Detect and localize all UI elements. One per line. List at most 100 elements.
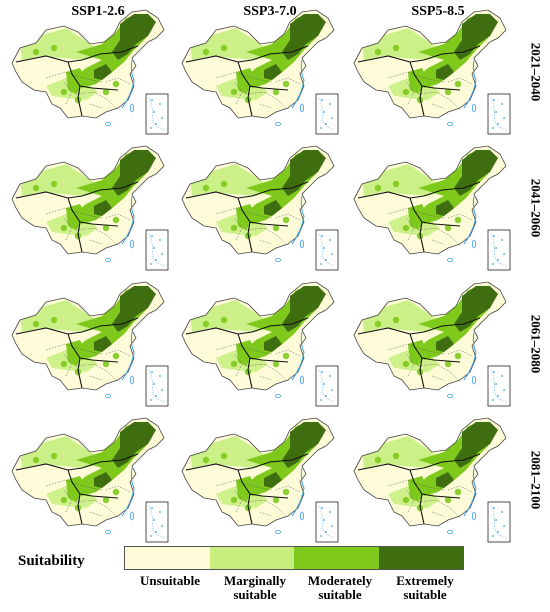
- extremely-suitable-area: [112, 14, 156, 60]
- inset-island: [325, 395, 327, 397]
- row-header-2041-2060: 2041–2060: [524, 140, 546, 275]
- province-boundary: [63, 217, 73, 241]
- hainan-island: [105, 394, 111, 399]
- map-panel: [176, 280, 346, 412]
- province-boundary: [387, 343, 445, 355]
- taiwan-island: [130, 103, 135, 113]
- hainan-island: [447, 258, 453, 263]
- inset-island: [153, 111, 155, 113]
- province-boundary: [45, 71, 103, 83]
- coastline: [121, 467, 135, 517]
- taiwan-island: [472, 103, 477, 113]
- inset-island: [501, 511, 503, 513]
- province-boundary: [387, 207, 445, 219]
- moderately-suitable-area: [66, 476, 86, 502]
- south-china-sea-inset: [145, 93, 169, 135]
- inset-island: [497, 531, 499, 533]
- suitable-patch: [454, 80, 462, 88]
- inset-island: [331, 253, 333, 255]
- suitable-patch: [392, 316, 400, 324]
- country-outline: [181, 145, 335, 255]
- province-boundary: [275, 213, 301, 221]
- province-boundary: [215, 71, 273, 83]
- suitable-patch: [392, 452, 400, 460]
- suitable-patch: [50, 452, 58, 460]
- extremely-suitable-area: [282, 286, 326, 332]
- province-boundary: [233, 81, 243, 105]
- hainan-island: [447, 394, 453, 399]
- taiwan-island: [130, 375, 135, 385]
- country-outline: [353, 281, 507, 391]
- inset-island: [320, 535, 322, 537]
- province-boundary: [233, 217, 243, 241]
- major-boundary-line: [15, 181, 139, 199]
- inset-island: [503, 389, 505, 391]
- extremely-suitable-area: [454, 150, 498, 196]
- extremely-suitable-area: [436, 200, 454, 216]
- inset-island: [329, 375, 331, 377]
- inset-island: [329, 511, 331, 513]
- coastline: [463, 331, 477, 381]
- inset-island: [492, 127, 494, 129]
- inset-island: [161, 253, 163, 255]
- major-boundary-line: [419, 493, 425, 525]
- inset-island: [323, 519, 325, 521]
- moderately-suitable-area: [66, 204, 86, 230]
- moderately-suitable-area: [408, 476, 428, 502]
- row-header-2081-2100: 2081–2100: [524, 412, 546, 547]
- inset-island: [497, 123, 499, 125]
- country-outline: [11, 281, 165, 391]
- hainan-island: [105, 122, 111, 127]
- suitability-zones: [362, 422, 498, 512]
- inset-island: [493, 99, 495, 101]
- moderately-suitable-area: [236, 204, 256, 230]
- hainan-island: [447, 530, 453, 535]
- suitable-patch: [60, 224, 68, 232]
- column-header-ssp585: SSP5-8.5: [411, 4, 465, 19]
- row-label: 2061–2080: [528, 314, 543, 373]
- inset-island: [492, 535, 494, 537]
- province-boundary: [45, 479, 103, 491]
- inset-island: [493, 507, 495, 509]
- taiwan-island: [130, 511, 135, 521]
- extremely-suitable-area: [112, 422, 156, 468]
- coastline: [121, 331, 135, 381]
- taiwan-island: [472, 375, 477, 385]
- south-china-sea-inset: [145, 501, 169, 543]
- suitability-zones: [20, 14, 156, 104]
- country-outline: [181, 417, 335, 527]
- suitable-patch: [112, 352, 120, 360]
- legend-label-line: suitable: [233, 587, 277, 602]
- south-china-sea-inset: [487, 229, 511, 271]
- inset-island: [150, 399, 152, 401]
- province-boundary: [89, 375, 103, 381]
- row-header-2021-2040: 2021–2040: [524, 4, 546, 139]
- suitable-patch: [230, 496, 238, 504]
- inset-island: [150, 127, 152, 129]
- coastline: [121, 59, 135, 109]
- suitable-patch: [60, 496, 68, 504]
- hainan-island: [105, 530, 111, 535]
- map-panel: [176, 416, 346, 548]
- taiwan-island: [472, 511, 477, 521]
- south-china-sea-inset: [315, 93, 339, 135]
- suitable-patch: [112, 216, 120, 224]
- extremely-suitable-area: [282, 14, 326, 60]
- province-boundary: [387, 71, 445, 83]
- province-boundary: [45, 207, 103, 219]
- major-boundary-line: [357, 453, 481, 471]
- inset-island: [497, 395, 499, 397]
- major-boundary-line: [185, 453, 309, 471]
- inset-island: [495, 383, 497, 385]
- south-china-sea-inset: [487, 93, 511, 135]
- extremely-suitable-area: [282, 150, 326, 196]
- suitable-patch: [102, 496, 110, 504]
- suitable-patch: [272, 496, 280, 504]
- suitable-patch: [374, 184, 382, 192]
- legend-label-extremely-suitable: Extremely suitable: [375, 574, 475, 602]
- suitable-patch: [444, 88, 452, 96]
- province-boundary: [417, 91, 459, 109]
- taiwan-island: [130, 239, 135, 249]
- inset-island: [155, 531, 157, 533]
- inset-island: [497, 259, 499, 261]
